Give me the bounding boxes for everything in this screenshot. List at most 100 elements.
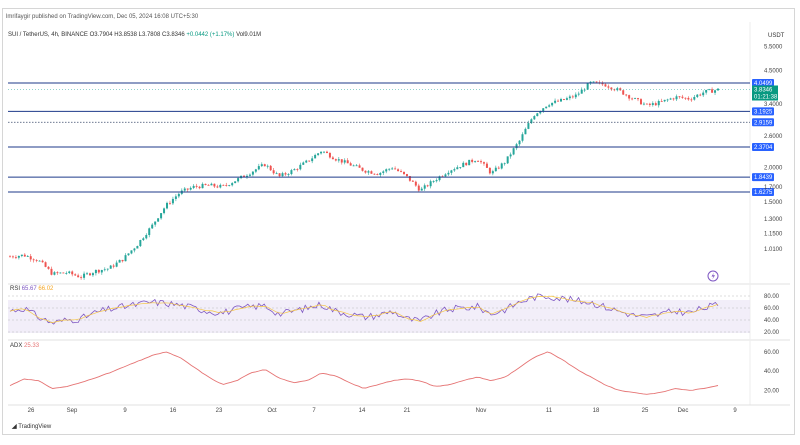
candle-body bbox=[222, 184, 225, 186]
rsi-tick-label: 40.00 bbox=[764, 318, 780, 324]
price-tick-label: 1.5000 bbox=[764, 200, 783, 206]
level-price-label: 2.9159 bbox=[754, 120, 773, 126]
last-price-tag bbox=[752, 85, 778, 101]
candle-body bbox=[349, 163, 352, 166]
flash-icon[interactable] bbox=[707, 270, 719, 282]
candle-body bbox=[62, 272, 65, 274]
candle-body bbox=[115, 262, 118, 267]
candle-body bbox=[195, 185, 198, 187]
candle-body bbox=[44, 262, 47, 267]
candle-body bbox=[192, 185, 195, 188]
time-tick-label: Nov bbox=[476, 408, 487, 414]
candle-body bbox=[83, 273, 86, 278]
symbol-legend[interactable]: SUI / TetherUS, 4h, BINANCE O3.7904 H3.8… bbox=[8, 32, 261, 38]
candle-body bbox=[38, 260, 41, 262]
candle-body bbox=[275, 173, 278, 175]
candle-body bbox=[234, 181, 237, 184]
candle-body bbox=[219, 184, 222, 188]
candle-body bbox=[331, 157, 334, 160]
candle-body bbox=[148, 228, 151, 236]
candle-body bbox=[482, 162, 485, 164]
candle-body bbox=[453, 169, 456, 171]
adx-legend[interactable]: ADX 25.33 bbox=[10, 343, 39, 349]
adx-tick-label: 20.00 bbox=[764, 388, 780, 394]
candle-body bbox=[154, 221, 157, 225]
adx-value: 25.33 bbox=[24, 343, 40, 349]
candle-body bbox=[41, 260, 44, 263]
candle-body bbox=[657, 100, 660, 106]
candle-body bbox=[53, 272, 56, 275]
support-resistance-levels[interactable]: 4.0499 3.1925 2.9159 2.3704 1.8439 1.6275 bbox=[8, 78, 774, 197]
price-axis[interactable]: 5.5000 4.5000 3.4000 2.6000 2.0000 1.7000 1.50… bbox=[764, 44, 783, 253]
time-tick-label: 9 bbox=[123, 408, 127, 414]
level-price-tag bbox=[752, 143, 774, 152]
candle-body bbox=[266, 165, 269, 167]
candle-body bbox=[506, 156, 509, 164]
candle-body bbox=[11, 256, 14, 258]
tradingview-logo[interactable]: ◢ TradingView bbox=[12, 423, 51, 430]
candle-body bbox=[408, 176, 411, 181]
time-tick-label: 16 bbox=[170, 408, 177, 414]
candle-body bbox=[660, 100, 663, 102]
candle-body bbox=[571, 96, 574, 98]
candle-body bbox=[367, 171, 370, 173]
price-tick-label: 3.4000 bbox=[764, 102, 783, 108]
candle-body bbox=[216, 186, 219, 188]
candle-body bbox=[423, 185, 426, 189]
rsi-value: 65.67 bbox=[21, 286, 37, 292]
bar-countdown-label: 01:21:38 bbox=[754, 94, 778, 100]
candle-body bbox=[565, 98, 568, 100]
candle-body bbox=[444, 174, 447, 177]
symbol-name[interactable]: SUI / TetherUS, 4h, BINANCE bbox=[8, 32, 88, 38]
candle-body bbox=[272, 170, 275, 174]
candle-body bbox=[545, 106, 548, 109]
candle-body bbox=[130, 250, 133, 254]
candle-body bbox=[139, 240, 142, 247]
candle-body bbox=[420, 188, 423, 191]
adx-tick-label: 60.00 bbox=[764, 350, 780, 356]
candle-body bbox=[586, 83, 589, 90]
candle-body bbox=[397, 169, 400, 172]
candle-body bbox=[243, 175, 246, 177]
candle-body bbox=[23, 254, 26, 257]
candle-body bbox=[112, 265, 115, 267]
price-tick-label: 2.0000 bbox=[764, 165, 783, 171]
candle-body bbox=[394, 168, 397, 170]
candle-body bbox=[257, 166, 260, 170]
candle-body bbox=[56, 272, 59, 274]
time-axis[interactable]: 26 Sep 9 16 23 Oct 7 14 21 Nov 11 18 25 Dec 9 bbox=[28, 408, 738, 414]
time-tick-label: 21 bbox=[404, 408, 411, 414]
candle-body bbox=[574, 94, 577, 98]
candle-body bbox=[562, 99, 565, 100]
candle-body bbox=[97, 269, 100, 273]
candle-body bbox=[160, 213, 163, 219]
candle-body bbox=[625, 94, 628, 96]
candle-body bbox=[714, 90, 717, 93]
candle-body bbox=[527, 123, 530, 129]
time-tick-label: 9 bbox=[733, 408, 737, 414]
candle-body bbox=[385, 169, 388, 172]
candle-body bbox=[554, 100, 557, 103]
candle-body bbox=[708, 89, 711, 91]
candle-body bbox=[118, 259, 121, 263]
price-tick-label: 5.5000 bbox=[764, 44, 783, 50]
ohlc-values: O3.7904 H3.8538 L3.7808 C3.8346 bbox=[89, 32, 185, 38]
currency-label[interactable]: USDT bbox=[768, 33, 785, 39]
candle-body bbox=[391, 168, 394, 170]
candle-body bbox=[100, 270, 103, 273]
candle-body bbox=[80, 277, 83, 279]
candle-body bbox=[610, 87, 613, 90]
candle-body bbox=[352, 165, 355, 167]
candle-body bbox=[88, 273, 91, 276]
candle-body bbox=[32, 259, 35, 261]
candle-body bbox=[305, 160, 308, 163]
candle-body bbox=[127, 253, 130, 256]
candle-body bbox=[592, 81, 595, 83]
candle-body bbox=[174, 196, 177, 199]
rsi-legend[interactable]: RSI 65.67 66.02 bbox=[10, 286, 53, 292]
candle-body bbox=[557, 100, 560, 102]
candle-body bbox=[438, 176, 441, 181]
candle-body bbox=[669, 98, 672, 100]
candle-body bbox=[77, 275, 80, 278]
